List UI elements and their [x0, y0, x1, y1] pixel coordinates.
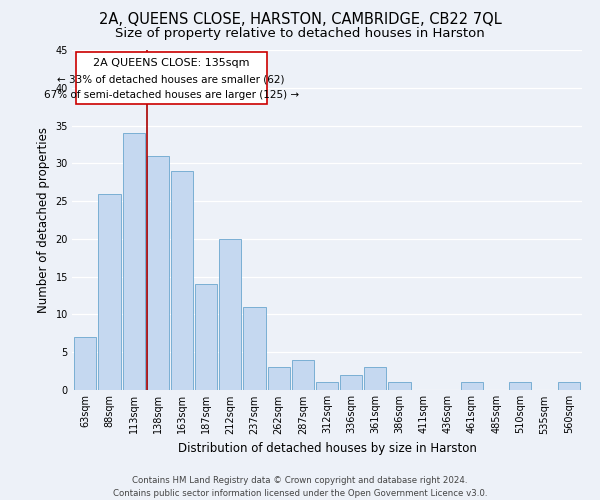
Bar — [74, 337, 97, 390]
Bar — [268, 368, 290, 390]
Bar — [219, 239, 241, 390]
Bar — [509, 382, 532, 390]
Bar — [122, 133, 145, 390]
X-axis label: Distribution of detached houses by size in Harston: Distribution of detached houses by size … — [178, 442, 476, 455]
Bar — [146, 156, 169, 390]
Text: Size of property relative to detached houses in Harston: Size of property relative to detached ho… — [115, 28, 485, 40]
Bar — [316, 382, 338, 390]
Text: 2A, QUEENS CLOSE, HARSTON, CAMBRIDGE, CB22 7QL: 2A, QUEENS CLOSE, HARSTON, CAMBRIDGE, CB… — [98, 12, 502, 28]
Bar — [292, 360, 314, 390]
Y-axis label: Number of detached properties: Number of detached properties — [37, 127, 50, 313]
Bar — [557, 382, 580, 390]
Bar — [364, 368, 386, 390]
Bar — [244, 307, 266, 390]
Bar — [98, 194, 121, 390]
FancyBboxPatch shape — [76, 52, 266, 104]
Bar — [388, 382, 410, 390]
Text: 67% of semi-detached houses are larger (125) →: 67% of semi-detached houses are larger (… — [44, 90, 299, 100]
Bar — [195, 284, 217, 390]
Text: Contains HM Land Registry data © Crown copyright and database right 2024.
Contai: Contains HM Land Registry data © Crown c… — [113, 476, 487, 498]
Bar — [461, 382, 483, 390]
Bar — [340, 375, 362, 390]
Text: 2A QUEENS CLOSE: 135sqm: 2A QUEENS CLOSE: 135sqm — [93, 58, 250, 68]
Bar — [171, 171, 193, 390]
Text: ← 33% of detached houses are smaller (62): ← 33% of detached houses are smaller (62… — [58, 74, 285, 84]
